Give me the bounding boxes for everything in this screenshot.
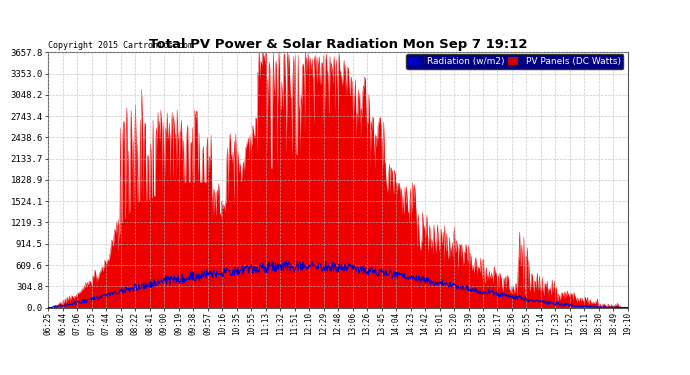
Legend: Radiation (w/m2), PV Panels (DC Watts): Radiation (w/m2), PV Panels (DC Watts) [406, 54, 623, 69]
Title: Total PV Power & Solar Radiation Mon Sep 7 19:12: Total PV Power & Solar Radiation Mon Sep… [149, 38, 527, 51]
Text: Copyright 2015 Cartronics.com: Copyright 2015 Cartronics.com [48, 41, 193, 50]
